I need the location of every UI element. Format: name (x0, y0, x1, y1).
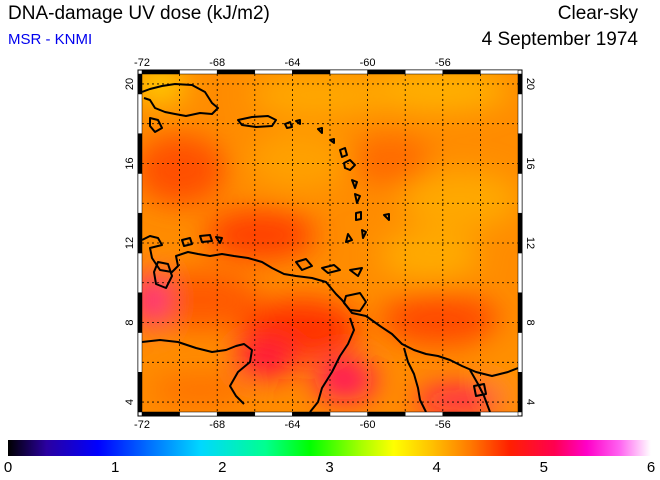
sky-condition: Clear-sky (557, 3, 638, 24)
lon-tick-label: -60 (360, 57, 376, 69)
frame-bar (367, 69, 406, 75)
latitude-labels-right: 20 16 12 8 4 (524, 78, 536, 405)
frame-bar (517, 173, 523, 214)
frame-bar (517, 212, 523, 254)
frame-bar (404, 69, 444, 75)
frame-bar (442, 69, 481, 75)
lon-tick-label: -72 (134, 419, 150, 431)
colorbar-tick-label: 5 (539, 459, 548, 476)
frame-bar (137, 212, 143, 254)
frame-bar (141, 411, 180, 417)
frame-bar (517, 93, 523, 134)
lon-tick-label: -68 (209, 419, 225, 431)
frame-bar (137, 173, 143, 214)
lon-tick-label: -64 (284, 57, 300, 69)
frame-bar (442, 411, 481, 417)
uv-dose-map: -72 -68 -64 -60 -56 -72 -68 -64 -60 -56 20 16 12 8 4… (124, 57, 536, 431)
frame-bar (179, 411, 218, 417)
lat-tick-label: 4 (124, 399, 136, 405)
lat-tick-label: 12 (524, 237, 536, 249)
map-frame (137, 69, 523, 417)
uv-dose-field (142, 74, 518, 412)
frame-bar (137, 292, 143, 333)
frame-bar (517, 133, 523, 174)
frame-bar (137, 93, 143, 134)
frame-bar (254, 411, 293, 417)
lat-tick-label: 8 (124, 319, 136, 325)
frame-bar (179, 69, 218, 75)
frame-bar (517, 73, 523, 95)
map-date: 4 September 1974 (481, 29, 638, 50)
colorbar-tick-label: 3 (325, 459, 334, 476)
frame-bar (254, 69, 293, 75)
frame-bar (137, 252, 143, 293)
frame-bar (216, 69, 256, 75)
frame-bar (517, 371, 523, 413)
lon-tick-label: -64 (284, 419, 300, 431)
lat-tick-label: 4 (524, 399, 536, 405)
frame-bar (292, 69, 331, 75)
frame-bar (517, 252, 523, 293)
frame-bar (137, 371, 143, 413)
frame-bar (329, 411, 368, 417)
frame-bar (292, 411, 331, 417)
frame-bar (137, 73, 143, 95)
frame-bar (480, 69, 519, 75)
longitude-labels-top: -72 -68 -64 -60 -56 (134, 57, 451, 69)
frame-bar (517, 292, 523, 333)
frame-bar (367, 411, 406, 417)
frame-bar (216, 411, 256, 417)
lon-tick-label: -56 (435, 57, 451, 69)
colorbar-tick-label: 1 (110, 459, 120, 476)
frame-bar (517, 332, 523, 373)
lat-tick-label: 20 (124, 78, 136, 90)
frame-bar (141, 69, 180, 75)
colorbar-tick-label: 6 (646, 459, 656, 476)
credit-label: MSR - KNMI (8, 31, 93, 48)
lat-tick-label: 16 (524, 157, 536, 169)
latitude-labels-left: 20 16 12 8 4 (124, 78, 136, 405)
colorbar-tick-label: 2 (218, 459, 227, 476)
colorbar-tick-label: 4 (432, 459, 441, 476)
frame-bar (137, 332, 143, 373)
lon-tick-label: -68 (209, 57, 225, 69)
frame-bar (329, 69, 368, 75)
lon-tick-label: -56 (435, 419, 451, 431)
lat-tick-label: 16 (124, 157, 136, 169)
frame-bar (137, 133, 143, 174)
lat-tick-label: 8 (524, 319, 536, 325)
frame-bar (480, 411, 519, 417)
coastlines (142, 83, 518, 412)
uv-dose-colorbar (8, 440, 651, 456)
map-title: DNA-damage UV dose (kJ/m2) (8, 3, 270, 24)
longitude-labels-bottom: -72 -68 -64 -60 -56 (134, 419, 451, 431)
frame-bar (404, 411, 444, 417)
colorbar-tick-label: 0 (3, 459, 13, 476)
lon-tick-label: -60 (360, 419, 376, 431)
lon-tick-label: -72 (134, 57, 150, 69)
lat-tick-label: 12 (124, 237, 136, 249)
lat-tick-label: 20 (524, 78, 536, 90)
